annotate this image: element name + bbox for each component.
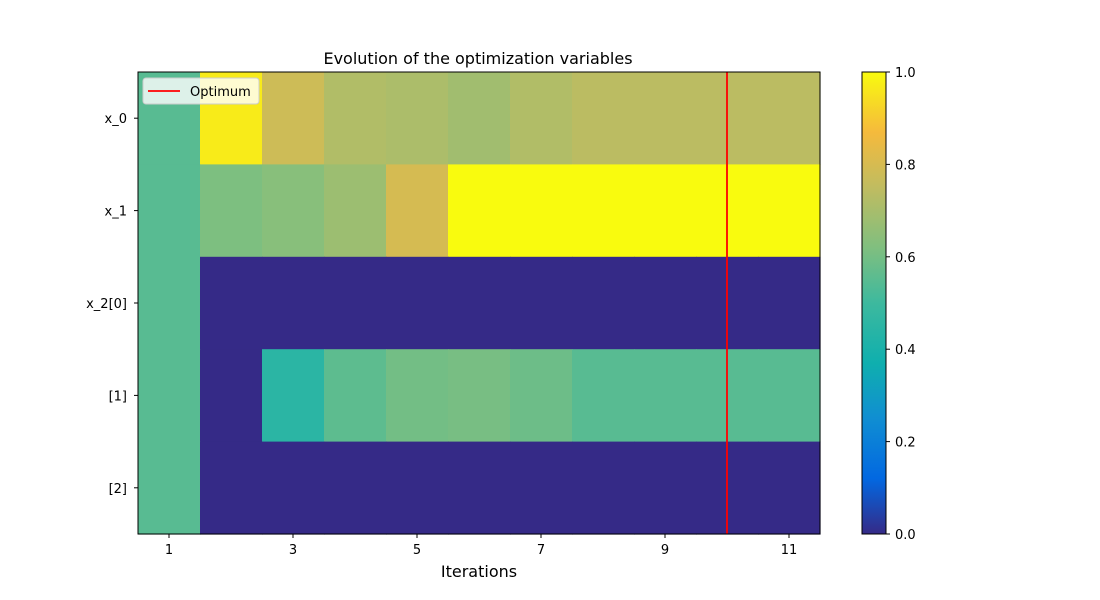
heatmap-cell [386, 72, 449, 165]
x-tick-label: 7 [537, 543, 545, 558]
heatmap-cell [758, 441, 821, 535]
heatmap-cell [200, 349, 263, 443]
heatmap-cell [572, 441, 635, 535]
heatmap-cell [138, 441, 201, 535]
legend: Optimum [142, 77, 260, 105]
y-ticks: x_0 x_1 x_2[0] [1] [2] [86, 112, 138, 497]
heatmap-cell [634, 256, 697, 350]
y-tick-label: [1] [109, 389, 127, 404]
x-tick-label: 5 [413, 543, 421, 558]
heatmap-cell [510, 349, 573, 443]
heatmap-cell [510, 164, 573, 258]
heatmap-cell [758, 72, 821, 165]
heatmap-cell [448, 256, 511, 350]
heatmap-cell [324, 349, 387, 443]
heatmap-cell [386, 164, 449, 258]
colorbar-tick-label: 0.0 [895, 528, 916, 543]
colorbar-ticks: 0.0 0.2 0.4 0.6 0.8 1.0 [886, 66, 916, 543]
colorbar-tick-label: 0.4 [895, 343, 916, 358]
heatmap-cell [386, 349, 449, 443]
heatmap-cell [510, 72, 573, 165]
heatmap-cell [386, 256, 449, 350]
x-tick-label: 1 [165, 543, 173, 558]
y-tick-label: [2] [109, 482, 127, 497]
heatmap-cell [138, 256, 201, 350]
heatmap-cell [448, 72, 511, 165]
y-tick-label: x_0 [105, 112, 127, 127]
heatmap-cell [262, 164, 325, 258]
x-axis-label: Iterations [441, 562, 517, 581]
x-ticks: 1 3 5 7 9 11 [165, 534, 797, 558]
x-tick-label: 3 [289, 543, 297, 558]
heatmap-cell [200, 256, 263, 350]
colorbar-tick-label: 0.8 [895, 158, 916, 173]
heatmap-cell [758, 164, 821, 258]
heatmap-cell [200, 441, 263, 535]
heatmap-cell [758, 349, 821, 443]
heatmap-cell [262, 441, 325, 535]
heatmap-cell [448, 441, 511, 535]
y-tick-label: x_1 [105, 205, 127, 220]
heatmap-cell [324, 72, 387, 165]
heatmap-cell [572, 349, 635, 443]
legend-box [142, 77, 260, 105]
heatmap-cell [138, 164, 201, 258]
heatmap-cell [324, 256, 387, 350]
x-tick-label: 11 [781, 543, 798, 558]
y-tick-label: x_2[0] [86, 297, 127, 312]
heatmap-cells [138, 72, 821, 535]
heatmap-cell [200, 164, 263, 258]
chart-title: Evolution of the optimization variables [323, 49, 632, 68]
legend-optimum-label: Optimum [190, 85, 251, 100]
x-tick-label: 9 [661, 543, 669, 558]
heatmap-cell [634, 441, 697, 535]
heatmap-cell [448, 349, 511, 443]
heatmap-cell [510, 256, 573, 350]
heatmap-cell [386, 441, 449, 535]
colorbar-tick-label: 0.6 [895, 251, 916, 266]
heatmap-cell [634, 164, 697, 258]
heatmap-cell [572, 72, 635, 165]
heatmap-cell [572, 256, 635, 350]
heatmap-cell [634, 349, 697, 443]
heatmap-cell [448, 164, 511, 258]
heatmap-cell [634, 72, 697, 165]
colorbar-tick-label: 0.2 [895, 436, 916, 451]
colorbar [861, 71, 887, 535]
colorbar-tick-label: 1.0 [895, 66, 916, 81]
heatmap-cell [510, 441, 573, 535]
heatmap-cell [324, 441, 387, 535]
heatmap-cell [758, 256, 821, 350]
heatmap-cell [572, 164, 635, 258]
heatmap-cell [138, 349, 201, 443]
heatmap-cell [262, 256, 325, 350]
heatmap-cell [262, 349, 325, 443]
heatmap-cell [324, 164, 387, 258]
heatmap-cell [262, 72, 325, 165]
